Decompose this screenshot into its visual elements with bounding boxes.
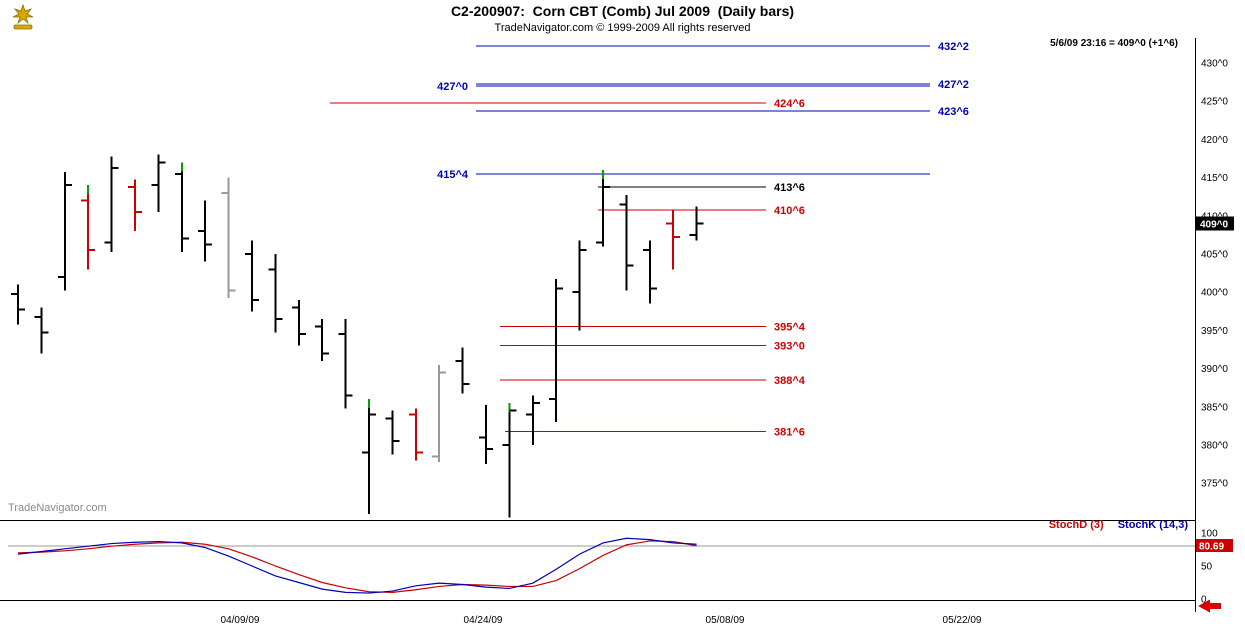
- price-level-label: 413^6: [774, 182, 805, 194]
- price-level-label: 415^4: [437, 169, 469, 181]
- scroll-left-arrow[interactable]: [1198, 599, 1210, 613]
- copyright-text: TradeNavigator.com © 1999-2009 All right…: [494, 22, 751, 34]
- price-axis-label: 400^0: [1201, 288, 1228, 299]
- chart-title: C2-200907: Corn CBT (Comb) Jul 2009 (Dai…: [450, 3, 795, 19]
- stochd-value-badge: [1196, 539, 1233, 553]
- stoch-axis-label: 50: [1201, 562, 1213, 573]
- date-label: 04/24/09: [464, 615, 503, 626]
- last-price-badge: [1196, 216, 1234, 231]
- price-axis-label: 375^0: [1201, 479, 1228, 490]
- stoch-axis-label: 100: [1201, 529, 1218, 540]
- price-axis-label: 395^0: [1201, 326, 1228, 337]
- stochd-line: [17, 540, 697, 594]
- price-axis-label: 420^0: [1201, 135, 1228, 146]
- date-label: 04/09/09: [221, 615, 260, 626]
- date-label: 05/22/09: [943, 615, 982, 626]
- price-axis-label: 390^0: [1201, 364, 1228, 375]
- scroll-left-arrow-tail[interactable]: [1210, 603, 1221, 609]
- stochd-legend-label: StochD (3): [1048, 519, 1104, 531]
- price-level-label: 388^4: [774, 375, 806, 387]
- stoch-axis-label: 0: [1201, 595, 1207, 606]
- stochk-line: [17, 537, 697, 594]
- date-label: 05/08/09: [706, 615, 745, 626]
- price-axis-label: 380^0: [1201, 441, 1228, 452]
- price-axis-label: 430^0: [1201, 59, 1228, 70]
- price-level-label: 395^4: [774, 322, 806, 334]
- price-level-label: 423^6: [938, 106, 969, 118]
- stoch-legend: StochD (3) StochK (14,3): [1049, 519, 1188, 531]
- stochd-value: 80.69: [1199, 542, 1224, 553]
- price-level-label: 393^0: [774, 341, 805, 353]
- price-level-label: 427^0: [437, 81, 468, 93]
- price-level-label: 410^6: [774, 205, 805, 217]
- price-axis-label: 405^0: [1201, 250, 1228, 261]
- last-price-value: 409^0: [1200, 219, 1229, 230]
- price-level-label: 427^2: [938, 79, 969, 91]
- watermark-text: TradeNavigator.com: [8, 502, 107, 514]
- logo-icon: [12, 4, 34, 30]
- price-level-label: 381^6: [774, 427, 805, 439]
- price-axis-label: 425^0: [1201, 97, 1228, 108]
- price-axis-label: 415^0: [1201, 173, 1228, 184]
- last-quote-text: 5/6/09 23:16 = 409^0 (+1^6): [1050, 38, 1178, 49]
- price-level-label: 432^2: [938, 41, 969, 53]
- price-axis-label: 385^0: [1201, 402, 1228, 413]
- stochk-legend-label: StochK (14,3): [1117, 519, 1188, 531]
- price-level-label: 424^6: [774, 98, 805, 110]
